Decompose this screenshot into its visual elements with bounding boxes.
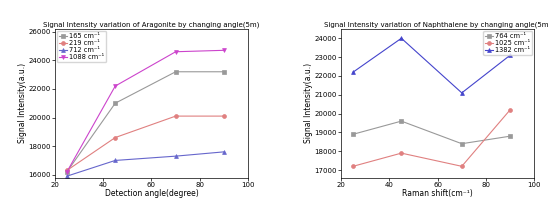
- Y-axis label: Signal Intensity(a.u.): Signal Intensity(a.u.): [18, 63, 27, 143]
- Line: 764 cm⁻¹: 764 cm⁻¹: [351, 119, 512, 146]
- 219 cm⁻¹: [173, 115, 179, 117]
- 1088 cm⁻¹: [64, 170, 70, 173]
- Line: 1382 cm⁻¹: 1382 cm⁻¹: [351, 36, 512, 95]
- Title: Signal Intensity variation of Naphthalene by changing angle(5m): Signal Intensity variation of Naphthalen…: [324, 21, 548, 28]
- 1382 cm⁻¹: [398, 37, 404, 40]
- Y-axis label: Signal Intensity(a.u.): Signal Intensity(a.u.): [304, 63, 313, 143]
- 712 cm⁻¹: [64, 175, 70, 178]
- 1382 cm⁻¹: [350, 71, 356, 73]
- 1025 cm⁻¹: [459, 165, 465, 168]
- 764 cm⁻¹: [350, 133, 356, 136]
- Line: 712 cm⁻¹: 712 cm⁻¹: [65, 150, 226, 178]
- 165 cm⁻¹: [173, 70, 179, 73]
- Line: 1025 cm⁻¹: 1025 cm⁻¹: [351, 108, 512, 168]
- Legend: 165 cm⁻¹, 219 cm⁻¹, 712 cm⁻¹, 1088 cm⁻¹: 165 cm⁻¹, 219 cm⁻¹, 712 cm⁻¹, 1088 cm⁻¹: [57, 31, 106, 62]
- 764 cm⁻¹: [507, 135, 513, 137]
- 219 cm⁻¹: [221, 115, 227, 117]
- Title: Signal Intensity variation of Aragonite by changing angle(5m): Signal Intensity variation of Aragonite …: [43, 21, 260, 28]
- 165 cm⁻¹: [221, 70, 227, 73]
- 712 cm⁻¹: [112, 159, 118, 162]
- 1025 cm⁻¹: [350, 165, 356, 168]
- 165 cm⁻¹: [112, 102, 118, 105]
- Line: 219 cm⁻¹: 219 cm⁻¹: [65, 114, 226, 172]
- X-axis label: Raman shift(cm⁻¹): Raman shift(cm⁻¹): [402, 189, 473, 198]
- Line: 165 cm⁻¹: 165 cm⁻¹: [65, 70, 226, 174]
- 1382 cm⁻¹: [507, 54, 513, 57]
- 1088 cm⁻¹: [173, 50, 179, 53]
- 1382 cm⁻¹: [459, 91, 465, 94]
- 1025 cm⁻¹: [398, 152, 404, 155]
- Legend: 764 cm⁻¹, 1025 cm⁻¹, 1382 cm⁻¹: 764 cm⁻¹, 1025 cm⁻¹, 1382 cm⁻¹: [483, 31, 532, 55]
- 764 cm⁻¹: [459, 142, 465, 145]
- 712 cm⁻¹: [221, 151, 227, 153]
- X-axis label: Detection angle(degree): Detection angle(degree): [105, 189, 198, 198]
- 712 cm⁻¹: [173, 155, 179, 157]
- 219 cm⁻¹: [112, 136, 118, 139]
- 165 cm⁻¹: [64, 170, 70, 173]
- 764 cm⁻¹: [398, 120, 404, 123]
- 1088 cm⁻¹: [221, 49, 227, 52]
- 219 cm⁻¹: [64, 169, 70, 172]
- 1025 cm⁻¹: [507, 109, 513, 111]
- 1088 cm⁻¹: [112, 85, 118, 87]
- Line: 1088 cm⁻¹: 1088 cm⁻¹: [65, 48, 226, 174]
